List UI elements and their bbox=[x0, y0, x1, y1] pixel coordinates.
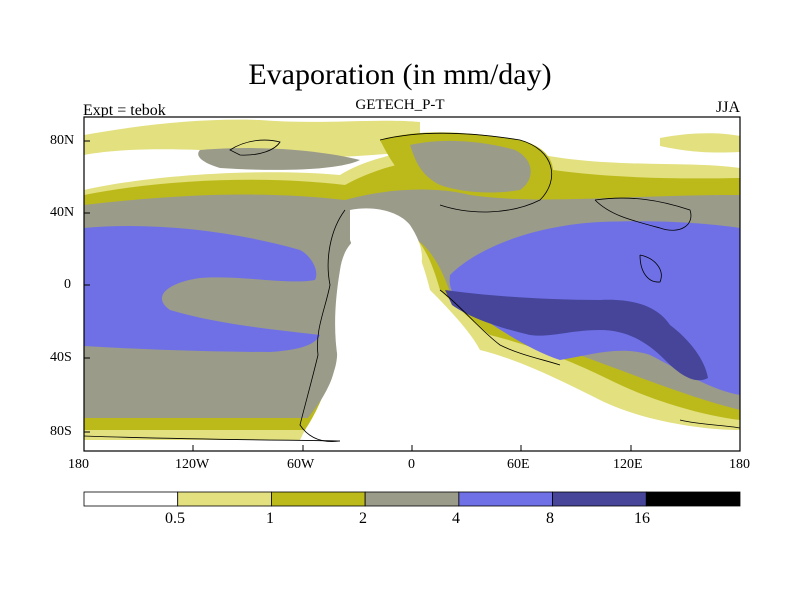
coastline-americas bbox=[299, 209, 346, 442]
contour-0.5-1-arctic bbox=[84, 119, 420, 158]
contour-0.5-1-arctic-east bbox=[660, 133, 740, 153]
colorbar-level-label: 16 bbox=[634, 510, 650, 527]
lon-tick-label: 60W bbox=[287, 457, 315, 472]
colorbar-level-label: 8 bbox=[546, 510, 554, 527]
lon-tick-label: 120E bbox=[613, 457, 643, 472]
experiment-label: Expt = tebok bbox=[83, 102, 166, 119]
colorbar bbox=[83, 491, 741, 507]
lon-tick-label: 0 bbox=[408, 457, 415, 472]
lat-tick-label: 80S bbox=[50, 424, 72, 439]
colorbar-level-label: 1 bbox=[266, 510, 274, 527]
contour-8-16 bbox=[445, 290, 708, 381]
lon-tick-label: 60E bbox=[507, 457, 530, 472]
lat-tick-label: 0 bbox=[64, 277, 71, 292]
colorbar-level-label: 4 bbox=[452, 510, 460, 527]
lon-tick-label: 120W bbox=[175, 457, 210, 472]
coastline-asia bbox=[594, 197, 692, 231]
colorbar-level-label: 0.5 bbox=[165, 510, 185, 527]
coastline-arctic bbox=[229, 139, 281, 156]
colorbar-swatch bbox=[552, 491, 647, 507]
contour-2-4-north bbox=[410, 140, 531, 193]
contour-2-4-north-west bbox=[198, 148, 360, 170]
coastlines bbox=[83, 132, 741, 442]
colorbar-swatch bbox=[83, 491, 179, 507]
lat-tick-label: 40S bbox=[50, 350, 72, 365]
colorbar-swatch bbox=[645, 491, 741, 507]
colorbar-swatch bbox=[177, 491, 272, 507]
coastline-antarctica bbox=[83, 419, 741, 442]
coastline-africa bbox=[439, 289, 561, 366]
colorbar-swatch bbox=[364, 491, 460, 507]
coastline-australia bbox=[639, 254, 662, 283]
lon-tick-label: 180 bbox=[68, 457, 89, 472]
dataset-label: GETECH_P-T bbox=[355, 97, 445, 113]
colorbar-swatch bbox=[458, 491, 553, 507]
map-ticks bbox=[83, 140, 741, 451]
map-title: Evaporation (in mm/day) bbox=[248, 58, 552, 91]
contour-4-8-pacific bbox=[84, 226, 320, 352]
landmass-central bbox=[360, 214, 409, 272]
map-plot-area bbox=[84, 117, 740, 451]
colorbar-swatch bbox=[271, 491, 366, 507]
lat-tick-label: 80N bbox=[50, 133, 75, 148]
coastline-north bbox=[379, 132, 553, 213]
landmass-africa-south bbox=[380, 300, 740, 444]
lat-tick-label: 40N bbox=[50, 205, 75, 220]
season-label: JJA bbox=[715, 99, 740, 116]
colorbar-level-label: 2 bbox=[359, 510, 367, 527]
lon-tick-label: 180 bbox=[729, 457, 750, 472]
